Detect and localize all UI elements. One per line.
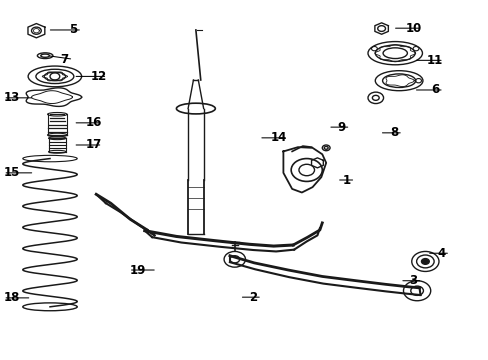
- Text: 3: 3: [409, 274, 417, 287]
- Text: 9: 9: [337, 121, 345, 134]
- Text: 13: 13: [4, 91, 20, 104]
- Text: 14: 14: [270, 131, 286, 144]
- Text: 7: 7: [61, 53, 68, 66]
- Text: 11: 11: [426, 54, 442, 67]
- Text: 19: 19: [129, 264, 145, 276]
- Text: 8: 8: [389, 126, 398, 139]
- Circle shape: [421, 258, 428, 264]
- Text: 5: 5: [69, 23, 77, 36]
- Text: 18: 18: [4, 291, 20, 305]
- Text: 16: 16: [85, 116, 102, 129]
- Text: 6: 6: [430, 84, 438, 96]
- Text: 17: 17: [85, 139, 102, 152]
- Text: 10: 10: [405, 22, 421, 35]
- Text: 15: 15: [4, 166, 20, 179]
- Text: 1: 1: [342, 174, 350, 186]
- Text: 2: 2: [249, 291, 257, 304]
- Text: 4: 4: [436, 247, 445, 260]
- Text: 12: 12: [90, 70, 106, 83]
